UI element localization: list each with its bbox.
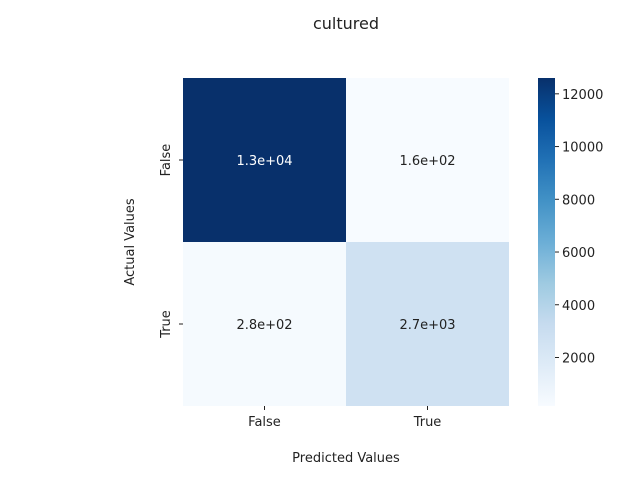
heatmap-cell [346, 242, 509, 406]
heatmap-cell [183, 78, 346, 242]
colorbar-tick-label: 2000 [562, 351, 595, 366]
colorbar-tick-label: 8000 [562, 193, 595, 208]
heatmap-cells: 1.3e+04 1.6e+02 2.8e+02 2.7e+03 [183, 78, 509, 406]
x-axis-label: Predicted Values [292, 451, 400, 466]
x-axis: False True [248, 406, 441, 430]
x-tick-label: True [413, 415, 442, 430]
colorbar-tick-label: 6000 [562, 246, 595, 261]
chart-title: cultured [313, 14, 379, 33]
y-tick-label: False [159, 144, 174, 177]
cell-value-label: 1.3e+04 [236, 154, 292, 169]
y-tick-label: True [159, 310, 174, 339]
cell-value-label: 1.6e+02 [399, 154, 455, 169]
heatmap-cell [183, 242, 346, 406]
cell-value-label: 2.7e+03 [399, 318, 455, 333]
x-tick-label: False [248, 415, 281, 430]
y-axis: False True [159, 144, 183, 339]
colorbar-tick-label: 4000 [562, 299, 595, 314]
colorbar: 2000 4000 6000 8000 10000 12000 [538, 78, 603, 406]
colorbar-tick-label: 12000 [562, 88, 603, 103]
colorbar-gradient [538, 78, 555, 406]
y-axis-label: Actual Values [123, 198, 138, 286]
heatmap-cell [346, 78, 509, 242]
colorbar-tick-label: 10000 [562, 141, 603, 156]
cell-value-label: 2.8e+02 [236, 318, 292, 333]
